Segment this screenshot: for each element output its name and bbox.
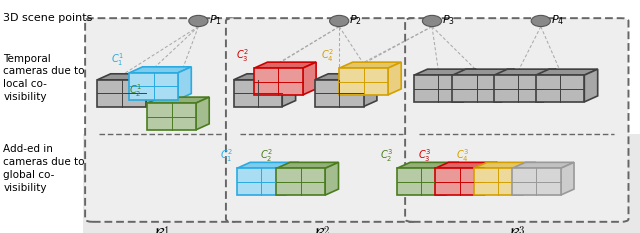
Polygon shape — [234, 74, 296, 80]
Polygon shape — [282, 74, 296, 106]
Text: Temporal
cameras due to
local co-
visibility: Temporal cameras due to local co- visibi… — [3, 54, 84, 102]
Bar — [83, 134, 640, 233]
Polygon shape — [129, 67, 191, 73]
Polygon shape — [452, 69, 515, 75]
Ellipse shape — [330, 15, 349, 27]
Polygon shape — [512, 168, 561, 195]
Polygon shape — [494, 75, 543, 102]
Ellipse shape — [422, 15, 442, 27]
Text: $P_4$: $P_4$ — [551, 13, 564, 27]
Polygon shape — [178, 67, 191, 99]
Polygon shape — [97, 74, 159, 80]
Polygon shape — [397, 162, 459, 168]
Text: $P_3$: $P_3$ — [442, 13, 455, 27]
Text: $C_3^3$: $C_3^3$ — [418, 147, 431, 164]
FancyBboxPatch shape — [226, 18, 417, 222]
Polygon shape — [254, 68, 303, 95]
Polygon shape — [474, 168, 522, 195]
Polygon shape — [196, 97, 209, 130]
Text: $C_2^3$: $C_2^3$ — [380, 147, 393, 164]
Polygon shape — [435, 168, 484, 195]
Polygon shape — [512, 162, 574, 168]
Polygon shape — [237, 162, 299, 168]
Text: $\mathcal{B}^3$: $\mathcal{B}^3$ — [508, 226, 525, 233]
Polygon shape — [364, 74, 377, 106]
Polygon shape — [452, 75, 501, 102]
Polygon shape — [339, 68, 388, 95]
Polygon shape — [494, 69, 556, 75]
Polygon shape — [234, 80, 282, 106]
Polygon shape — [147, 103, 196, 130]
Polygon shape — [522, 162, 536, 195]
Text: $C_4^2$: $C_4^2$ — [321, 47, 334, 64]
Polygon shape — [237, 168, 285, 195]
Polygon shape — [254, 62, 316, 68]
Polygon shape — [536, 69, 598, 75]
Polygon shape — [315, 74, 377, 80]
Polygon shape — [536, 75, 584, 102]
Polygon shape — [414, 69, 476, 75]
Polygon shape — [501, 69, 515, 102]
Polygon shape — [435, 162, 497, 168]
Ellipse shape — [531, 15, 550, 27]
Text: $C_3^2$: $C_3^2$ — [236, 47, 249, 64]
Text: $\mathcal{B}^1$: $\mathcal{B}^1$ — [153, 226, 170, 233]
Polygon shape — [543, 69, 556, 102]
Polygon shape — [414, 75, 463, 102]
Text: $P_1$: $P_1$ — [209, 13, 221, 27]
Text: $C_4^3$: $C_4^3$ — [456, 147, 470, 164]
Polygon shape — [146, 74, 159, 106]
Text: $C_1^2$: $C_1^2$ — [220, 147, 233, 164]
Polygon shape — [285, 162, 299, 195]
Text: $C_2^2$: $C_2^2$ — [259, 147, 273, 164]
Polygon shape — [129, 73, 178, 99]
Text: Add-ed in
cameras due to
global co-
visibility: Add-ed in cameras due to global co- visi… — [3, 144, 84, 193]
Polygon shape — [584, 69, 598, 102]
Text: $C_1^1$: $C_1^1$ — [111, 51, 124, 68]
Text: 3D scene points: 3D scene points — [3, 13, 93, 23]
Polygon shape — [474, 162, 536, 168]
FancyBboxPatch shape — [405, 18, 628, 222]
Polygon shape — [445, 162, 459, 195]
Polygon shape — [276, 168, 325, 195]
Polygon shape — [325, 162, 339, 195]
FancyBboxPatch shape — [85, 18, 238, 222]
Polygon shape — [388, 62, 401, 95]
Polygon shape — [97, 80, 146, 106]
Polygon shape — [561, 162, 574, 195]
Text: $P_2$: $P_2$ — [349, 13, 362, 27]
Polygon shape — [463, 69, 476, 102]
Polygon shape — [276, 162, 339, 168]
Ellipse shape — [189, 15, 208, 27]
Text: $\mathcal{B}^2$: $\mathcal{B}^2$ — [313, 226, 330, 233]
Polygon shape — [303, 62, 316, 95]
Polygon shape — [339, 62, 401, 68]
Polygon shape — [315, 80, 364, 106]
Polygon shape — [147, 97, 209, 103]
Text: $C_2^1$: $C_2^1$ — [129, 82, 142, 99]
Polygon shape — [397, 168, 445, 195]
Polygon shape — [484, 162, 497, 195]
